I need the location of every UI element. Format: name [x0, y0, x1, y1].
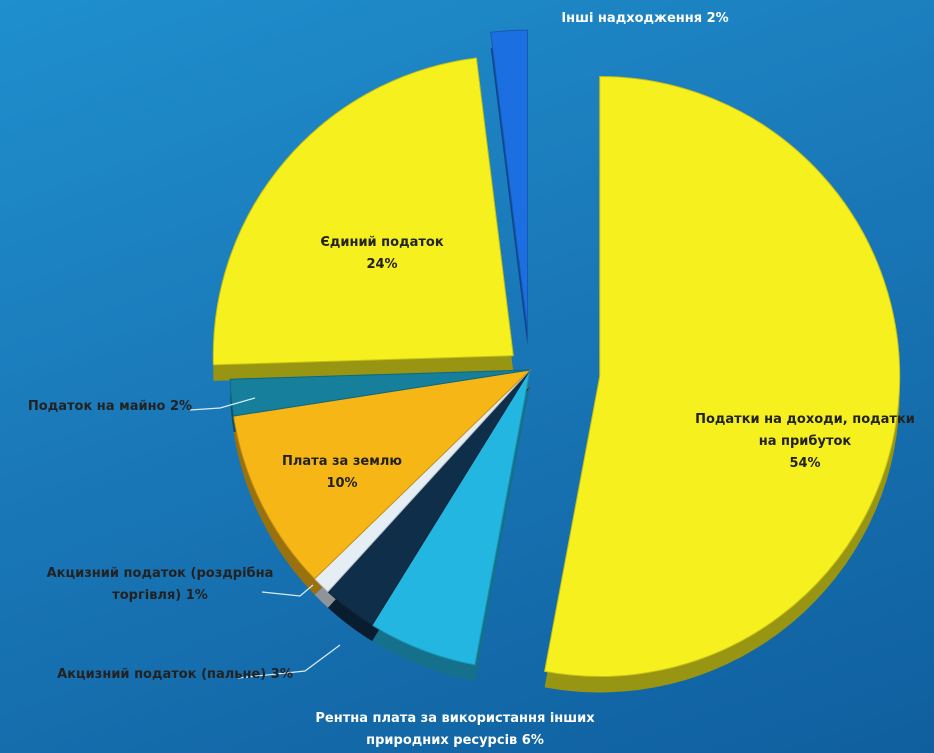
pie-slice-податки-на-доходи-податки-на-прибуток[interactable]	[544, 75, 901, 677]
leader-line	[261, 584, 314, 597]
slice-label-line: 54%	[789, 456, 820, 471]
slice-label-line: торгівля) 1%	[112, 588, 208, 603]
slice-label-акцизний-податок-роздрібна-торгівля: Акцизний податок (роздрібна торгівля) 1%	[47, 566, 274, 603]
leader-line	[237, 644, 341, 679]
pie-slice-плата-за-землю[interactable]	[233, 369, 532, 580]
slice-label-line: Єдиний податок	[320, 235, 444, 250]
slice-label-податок-на-майно: Податок на майно 2%	[28, 399, 192, 414]
slice-label-line: Акцизний податок (пальне) 3%	[57, 667, 293, 682]
slice-label-line: Податки на доходи, податки	[695, 412, 915, 427]
slice-label-line: природних ресурсів 6%	[366, 733, 544, 748]
pie-slice-єдиний-податок[interactable]	[212, 57, 514, 366]
slice-label-плата-за-землю: Плата за землю 10%	[282, 454, 402, 491]
slice-label-line: Податок на майно 2%	[28, 399, 192, 414]
slice-label-line: Акцизний податок (роздрібна	[47, 566, 274, 581]
slice-label-податки-на-доходи-податки-на-прибуток: Податки на доходи, податки на прибуток 54%	[695, 412, 915, 471]
slice-label-line: 10%	[326, 476, 357, 491]
pie-slice-податок-на-майно[interactable]	[229, 369, 531, 417]
pie-slices	[212, 29, 901, 677]
slice-label-єдиний-податок: Єдиний податок 24%	[320, 235, 444, 272]
slice-label-line: Рентна плата за використання інших	[315, 711, 595, 726]
pie-slice-інші-надходження[interactable]	[490, 29, 529, 331]
slice-label-line: Плата за землю	[282, 454, 402, 469]
slice-label-line: 24%	[366, 257, 397, 272]
slice-label-line: Інші надходження 2%	[561, 11, 728, 26]
slice-label-акцизний-податок-пальне: Акцизний податок (пальне) 3%	[57, 667, 293, 682]
slice-label-рентна-плата-за-використання-інших-природних-ресурсів: Рентна плата за використання інших природ…	[315, 711, 595, 748]
slice-label-line: на прибуток	[759, 434, 852, 449]
leader-line	[189, 397, 256, 411]
slice-label-інші-надходження: Інші надходження 2%	[561, 11, 728, 26]
